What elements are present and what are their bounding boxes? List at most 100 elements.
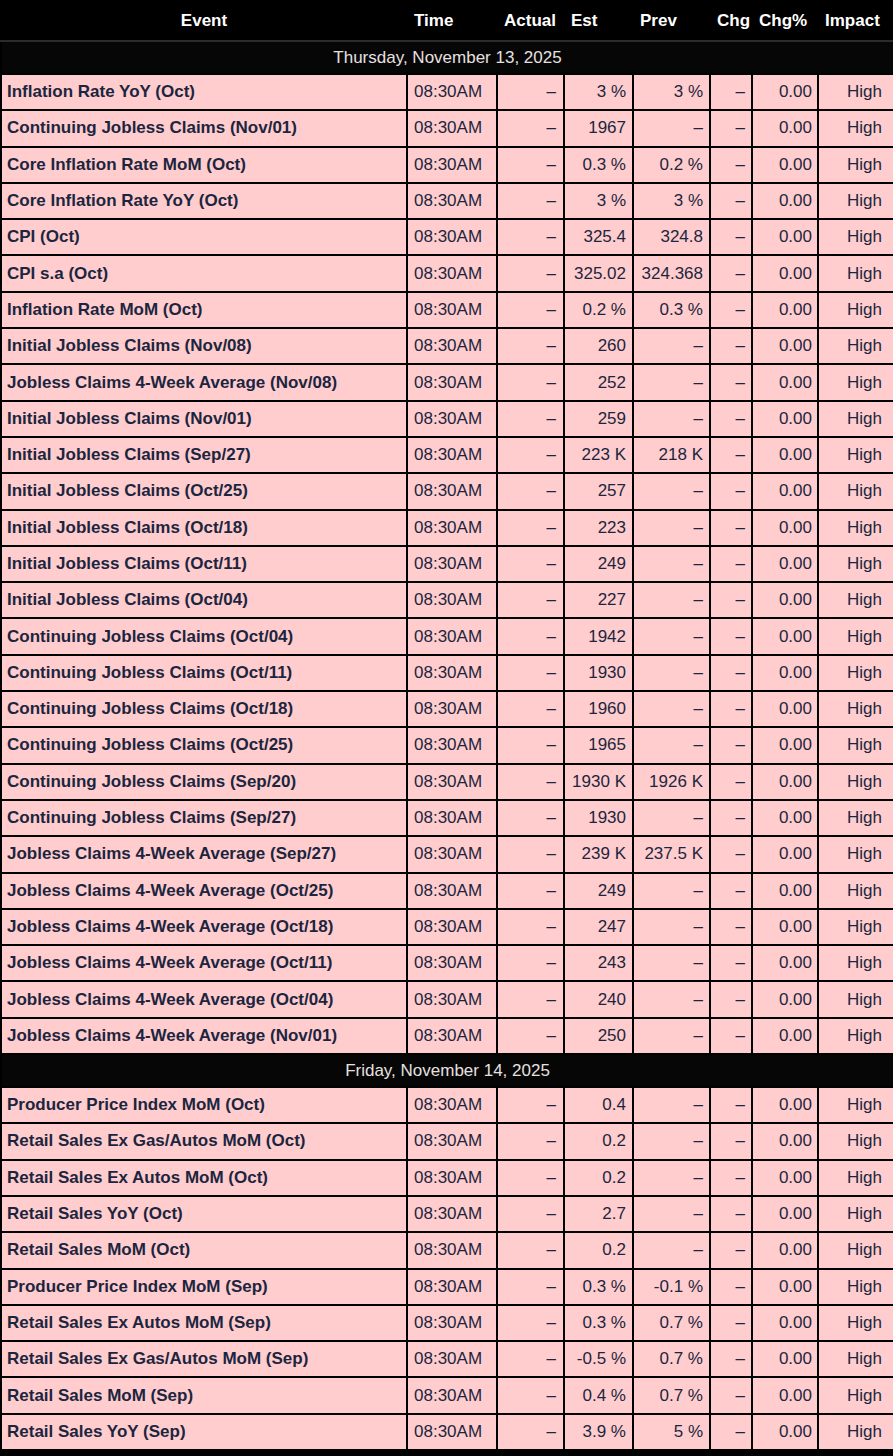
actual-cell: – <box>497 1377 564 1413</box>
event-cell: Continuing Jobless Claims (Oct/25) <box>1 727 407 763</box>
event-cell: Retail Sales YoY (Oct) <box>1 1196 407 1232</box>
time-cell: 08:30AM <box>407 147 497 183</box>
chgpct-cell: 0.00 <box>752 401 818 437</box>
prev-cell: 0.7 % <box>633 1305 710 1341</box>
calendar-body: Thursday, November 13, 2025Inflation Rat… <box>1 41 893 1450</box>
est-cell: 243 <box>564 945 633 981</box>
est-cell: 249 <box>564 546 633 582</box>
event-cell: Inflation Rate MoM (Oct) <box>1 292 407 328</box>
chg-cell: – <box>710 1123 752 1159</box>
est-cell: 0.2 <box>564 1123 633 1159</box>
actual-cell: – <box>497 183 564 219</box>
impact-cell: High <box>818 1087 893 1123</box>
impact-cell: High <box>818 1160 893 1196</box>
est-cell: 0.3 % <box>564 1269 633 1305</box>
actual-cell: – <box>497 764 564 800</box>
partial-next-row-bar <box>0 1451 893 1456</box>
column-header-actual: Actual <box>497 1 564 41</box>
chg-cell: – <box>710 691 752 727</box>
actual-cell: – <box>497 1269 564 1305</box>
table-row: Initial Jobless Claims (Oct/11)08:30AM–2… <box>1 546 893 582</box>
impact-cell: High <box>818 1414 893 1450</box>
event-cell: Initial Jobless Claims (Oct/18) <box>1 510 407 546</box>
est-cell: 227 <box>564 582 633 618</box>
event-cell: Retail Sales YoY (Sep) <box>1 1414 407 1450</box>
chgpct-cell: 0.00 <box>752 945 818 981</box>
actual-cell: – <box>497 147 564 183</box>
chgpct-cell: 0.00 <box>752 110 818 146</box>
impact-cell: High <box>818 764 893 800</box>
impact-cell: High <box>818 1305 893 1341</box>
est-cell: 223 K <box>564 437 633 473</box>
time-cell: 08:30AM <box>407 909 497 945</box>
chgpct-cell: 0.00 <box>752 655 818 691</box>
column-header-chg: Chg <box>710 1 752 41</box>
table-row: Jobless Claims 4-Week Average (Oct/18)08… <box>1 909 893 945</box>
est-cell: 239 K <box>564 836 633 872</box>
impact-cell: High <box>818 727 893 763</box>
time-cell: 08:30AM <box>407 800 497 836</box>
chgpct-cell: 0.00 <box>752 727 818 763</box>
prev-cell: – <box>633 328 710 364</box>
actual-cell: – <box>497 945 564 981</box>
time-cell: 08:30AM <box>407 1305 497 1341</box>
economic-calendar-table: Event Time Actual Est Prev Chg Chg% Impa… <box>0 0 893 1451</box>
chg-cell: – <box>710 909 752 945</box>
impact-cell: High <box>818 437 893 473</box>
chgpct-cell: 0.00 <box>752 364 818 400</box>
table-row: Retail Sales Ex Autos MoM (Sep)08:30AM–0… <box>1 1305 893 1341</box>
est-cell: 0.2 % <box>564 292 633 328</box>
est-cell: 1960 <box>564 691 633 727</box>
chgpct-cell: 0.00 <box>752 328 818 364</box>
table-row: Retail Sales Ex Autos MoM (Oct)08:30AM–0… <box>1 1160 893 1196</box>
chgpct-cell: 0.00 <box>752 473 818 509</box>
event-cell: Retail Sales Ex Gas/Autos MoM (Sep) <box>1 1341 407 1377</box>
time-cell: 08:30AM <box>407 1018 497 1054</box>
est-cell: 1965 <box>564 727 633 763</box>
actual-cell: – <box>497 110 564 146</box>
impact-cell: High <box>818 655 893 691</box>
chg-cell: – <box>710 219 752 255</box>
impact-cell: High <box>818 510 893 546</box>
impact-cell: High <box>818 401 893 437</box>
time-cell: 08:30AM <box>407 1160 497 1196</box>
event-cell: Initial Jobless Claims (Oct/11) <box>1 546 407 582</box>
est-cell: 3 % <box>564 183 633 219</box>
event-cell: Jobless Claims 4-Week Average (Nov/08) <box>1 364 407 400</box>
chg-cell: – <box>710 1377 752 1413</box>
table-row: Producer Price Index MoM (Sep)08:30AM–0.… <box>1 1269 893 1305</box>
event-cell: Continuing Jobless Claims (Nov/01) <box>1 110 407 146</box>
est-cell: 1930 <box>564 800 633 836</box>
table-row: Continuing Jobless Claims (Sep/20)08:30A… <box>1 764 893 800</box>
chg-cell: – <box>710 1232 752 1268</box>
impact-cell: High <box>818 691 893 727</box>
prev-cell: – <box>633 909 710 945</box>
column-header-impact: Impact <box>818 1 893 41</box>
prev-cell: 0.3 % <box>633 292 710 328</box>
prev-cell: – <box>633 1123 710 1159</box>
est-cell: 259 <box>564 401 633 437</box>
actual-cell: – <box>497 691 564 727</box>
column-header-chgpct: Chg% <box>752 1 818 41</box>
table-row: Initial Jobless Claims (Oct/04)08:30AM–2… <box>1 582 893 618</box>
event-cell: Retail Sales MoM (Oct) <box>1 1232 407 1268</box>
time-cell: 08:30AM <box>407 1414 497 1450</box>
chgpct-cell: 0.00 <box>752 909 818 945</box>
est-cell: 240 <box>564 981 633 1017</box>
prev-cell: – <box>633 727 710 763</box>
impact-cell: High <box>818 147 893 183</box>
event-cell: Jobless Claims 4-Week Average (Oct/25) <box>1 873 407 909</box>
table-row: Initial Jobless Claims (Sep/27)08:30AM–2… <box>1 437 893 473</box>
table-row: Retail Sales MoM (Sep)08:30AM–0.4 %0.7 %… <box>1 1377 893 1413</box>
prev-cell: – <box>633 691 710 727</box>
time-cell: 08:30AM <box>407 1196 497 1232</box>
time-cell: 08:30AM <box>407 1232 497 1268</box>
impact-cell: High <box>818 945 893 981</box>
prev-cell: – <box>633 110 710 146</box>
event-cell: Continuing Jobless Claims (Sep/20) <box>1 764 407 800</box>
impact-cell: High <box>818 1018 893 1054</box>
chgpct-cell: 0.00 <box>752 873 818 909</box>
table-row: Jobless Claims 4-Week Average (Oct/04)08… <box>1 981 893 1017</box>
prev-cell: 324.8 <box>633 219 710 255</box>
impact-cell: High <box>818 546 893 582</box>
